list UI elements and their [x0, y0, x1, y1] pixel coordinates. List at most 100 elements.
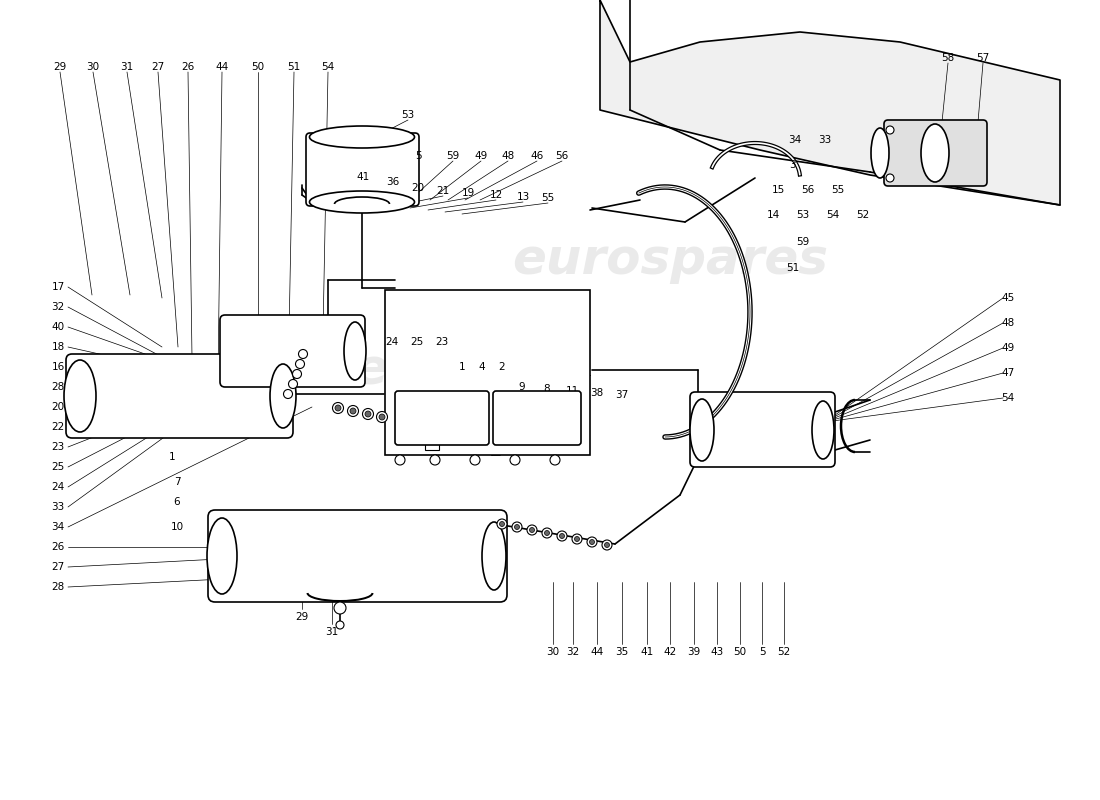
Circle shape — [605, 542, 609, 547]
Circle shape — [886, 126, 894, 134]
Text: 44: 44 — [216, 62, 229, 72]
Text: 54: 54 — [321, 62, 334, 72]
Text: 34: 34 — [52, 522, 65, 532]
Text: 49: 49 — [474, 151, 487, 161]
Text: 56: 56 — [556, 151, 569, 161]
Text: 10: 10 — [170, 522, 184, 532]
Text: 6: 6 — [174, 497, 180, 507]
Text: 5: 5 — [759, 647, 766, 657]
Ellipse shape — [344, 322, 366, 380]
Circle shape — [557, 531, 566, 541]
Circle shape — [512, 522, 522, 532]
Circle shape — [365, 411, 371, 417]
Text: 8: 8 — [543, 384, 550, 394]
Text: 3: 3 — [789, 160, 795, 170]
Text: 56: 56 — [802, 185, 815, 195]
Bar — [385, 290, 590, 455]
FancyBboxPatch shape — [306, 133, 419, 206]
Text: 48: 48 — [1001, 318, 1014, 328]
Text: 9: 9 — [519, 382, 526, 392]
Text: 43: 43 — [711, 647, 724, 657]
Text: 18: 18 — [52, 342, 65, 352]
Circle shape — [544, 530, 550, 535]
Text: 28: 28 — [52, 582, 65, 592]
FancyBboxPatch shape — [884, 120, 987, 186]
Text: 1: 1 — [168, 452, 175, 462]
Text: 23: 23 — [436, 337, 449, 347]
Text: 21: 21 — [437, 186, 450, 196]
FancyBboxPatch shape — [220, 315, 365, 387]
Circle shape — [395, 455, 405, 465]
Ellipse shape — [690, 399, 714, 461]
Circle shape — [334, 602, 346, 614]
Text: 59: 59 — [796, 237, 810, 247]
Text: 14: 14 — [767, 210, 780, 220]
Text: 53: 53 — [796, 210, 810, 220]
Text: 26: 26 — [182, 62, 195, 72]
Text: 46: 46 — [530, 151, 543, 161]
Ellipse shape — [270, 364, 296, 428]
Circle shape — [886, 174, 894, 182]
Circle shape — [376, 411, 387, 422]
Circle shape — [296, 359, 305, 369]
Circle shape — [350, 408, 356, 414]
FancyBboxPatch shape — [690, 392, 835, 467]
Text: 37: 37 — [615, 390, 628, 400]
Text: 44: 44 — [591, 647, 604, 657]
Text: 57: 57 — [977, 53, 990, 63]
Text: 33: 33 — [818, 135, 832, 145]
Text: 4: 4 — [478, 362, 485, 372]
Text: 1: 1 — [459, 362, 465, 372]
Text: 36: 36 — [386, 177, 399, 187]
Circle shape — [572, 534, 582, 544]
Circle shape — [527, 525, 537, 535]
Text: 25: 25 — [52, 462, 65, 472]
Circle shape — [332, 402, 343, 414]
Text: 54: 54 — [826, 210, 839, 220]
Text: 51: 51 — [786, 263, 800, 273]
Text: 24: 24 — [52, 482, 65, 492]
Text: 47: 47 — [351, 137, 364, 147]
Text: 55: 55 — [541, 193, 554, 203]
Bar — [425, 436, 439, 450]
Text: 19: 19 — [461, 188, 474, 198]
Text: 25: 25 — [410, 337, 424, 347]
Text: 31: 31 — [120, 62, 133, 72]
Text: 58: 58 — [942, 53, 955, 63]
Text: 2: 2 — [498, 362, 505, 372]
Text: 16: 16 — [52, 362, 65, 372]
Circle shape — [602, 540, 612, 550]
Text: 28: 28 — [52, 382, 65, 392]
Circle shape — [550, 455, 560, 465]
Ellipse shape — [482, 522, 506, 590]
Text: 30: 30 — [87, 62, 100, 72]
Text: 20: 20 — [411, 183, 425, 193]
Text: 20: 20 — [52, 402, 65, 412]
Text: 17: 17 — [52, 282, 65, 292]
Text: 48: 48 — [502, 151, 515, 161]
Circle shape — [510, 455, 520, 465]
Circle shape — [590, 539, 594, 545]
Text: 15: 15 — [771, 185, 784, 195]
Text: 50: 50 — [734, 647, 747, 657]
Text: 53: 53 — [402, 110, 415, 120]
Ellipse shape — [207, 518, 236, 594]
Circle shape — [293, 370, 301, 378]
Text: eurospares: eurospares — [102, 346, 418, 394]
Text: 27: 27 — [152, 62, 165, 72]
Circle shape — [379, 414, 385, 420]
Text: 12: 12 — [490, 190, 503, 200]
Text: 49: 49 — [1001, 343, 1014, 353]
Text: 24: 24 — [385, 337, 398, 347]
Ellipse shape — [309, 126, 415, 148]
Text: 34: 34 — [789, 135, 802, 145]
FancyBboxPatch shape — [66, 354, 293, 438]
Text: 42: 42 — [663, 647, 676, 657]
Text: 45: 45 — [1001, 293, 1014, 303]
FancyBboxPatch shape — [208, 510, 507, 602]
Text: 31: 31 — [326, 627, 339, 637]
Circle shape — [470, 455, 480, 465]
Text: 50: 50 — [252, 62, 265, 72]
Text: 59: 59 — [447, 151, 460, 161]
Circle shape — [542, 528, 552, 538]
